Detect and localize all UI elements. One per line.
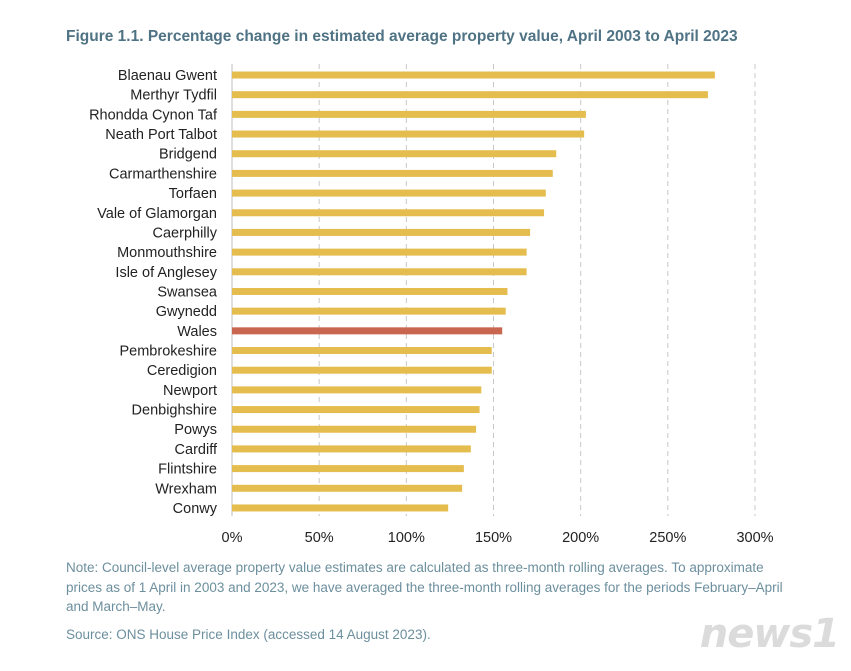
x-tick-label-100: 100%	[388, 530, 425, 546]
bar-denbighshire	[232, 406, 480, 414]
category-label-swansea: Swansea	[157, 284, 218, 300]
category-label-vale-of-glamorgan: Vale of Glamorgan	[97, 206, 217, 222]
category-label-carmarthenshire: Carmarthenshire	[109, 166, 217, 182]
bar-wrexham	[232, 484, 463, 492]
category-label-bridgend: Bridgend	[159, 147, 217, 163]
category-label-monmouthshire: Monmouthshire	[117, 245, 217, 261]
bar-neath-port-talbot	[232, 130, 585, 138]
chart-note: Note: Council-level average property val…	[66, 560, 783, 614]
watermark-logo: news1	[699, 611, 840, 657]
bar-wales	[232, 327, 503, 335]
category-label-denbighshire: Denbighshire	[132, 403, 217, 419]
bar-caerphilly	[232, 228, 531, 236]
category-label-wales: Wales	[177, 324, 217, 340]
x-tick-label-250: 250%	[649, 530, 686, 546]
bar-ceredigion	[232, 366, 492, 374]
x-tick-labels: 0% 50% 100% 150% 200% 250% 300%	[222, 530, 774, 546]
bar-swansea	[232, 287, 508, 295]
bar-torfaen	[232, 189, 546, 197]
category-label-caerphilly: Caerphilly	[153, 225, 218, 241]
x-tick-label-150: 150%	[475, 530, 512, 546]
bar-gwynedd	[232, 307, 506, 315]
x-tick-label-0: 0%	[222, 530, 243, 546]
category-label-blaenau-gwent: Blaenau Gwent	[118, 68, 217, 84]
category-label-isle-of-anglesey: Isle of Anglesey	[115, 265, 217, 281]
x-tick-label-50: 50%	[305, 530, 334, 546]
category-label-conwy: Conwy	[173, 501, 218, 517]
bar-merthyr-tydfil	[232, 91, 708, 99]
bar-blaenau-gwent	[232, 71, 715, 79]
bar-isle-of-anglesey	[232, 268, 527, 276]
bar-powys	[232, 425, 477, 433]
category-label-merthyr-tydfil: Merthyr Tydfil	[130, 88, 217, 104]
bar-bridgend	[232, 150, 557, 158]
category-label-ceredigion: Ceredigion	[147, 363, 217, 379]
bar-carmarthenshire	[232, 169, 553, 177]
chart-title: Figure 1.1. Percentage change in estimat…	[66, 28, 738, 45]
x-tick-label-300: 300%	[736, 530, 773, 546]
category-label-torfaen: Torfaen	[169, 186, 217, 202]
bar-vale-of-glamorgan	[232, 209, 545, 217]
bar-chart: Blaenau Gwent Merthyr Tydfil Rhondda Cynon…	[89, 64, 774, 546]
category-label-gwynedd: Gwynedd	[156, 304, 217, 320]
bar-cardiff	[232, 445, 471, 453]
category-labels: Blaenau Gwent Merthyr Tydfil Rhondda Cynon…	[89, 68, 218, 517]
category-label-rhondda-cynon-taf: Rhondda Cynon Taf	[89, 107, 218, 123]
chart-source: Source: ONS House Price Index (accessed …	[66, 627, 431, 642]
bar-flintshire	[232, 465, 464, 473]
category-label-newport: Newport	[163, 383, 217, 399]
bar-rhondda-cynon-taf	[232, 110, 586, 118]
category-label-wrexham: Wrexham	[155, 481, 217, 497]
category-label-flintshire: Flintshire	[158, 462, 217, 478]
bar-pembrokeshire	[232, 347, 492, 355]
bar-conwy	[232, 504, 449, 512]
bars	[232, 71, 715, 512]
bar-newport	[232, 386, 482, 394]
category-label-pembrokeshire: Pembrokeshire	[119, 344, 217, 360]
category-label-neath-port-talbot: Neath Port Talbot	[105, 127, 217, 143]
x-tick-label-200: 200%	[562, 530, 599, 546]
bar-monmouthshire	[232, 248, 527, 256]
category-label-powys: Powys	[174, 422, 217, 438]
category-label-cardiff: Cardiff	[175, 442, 218, 458]
